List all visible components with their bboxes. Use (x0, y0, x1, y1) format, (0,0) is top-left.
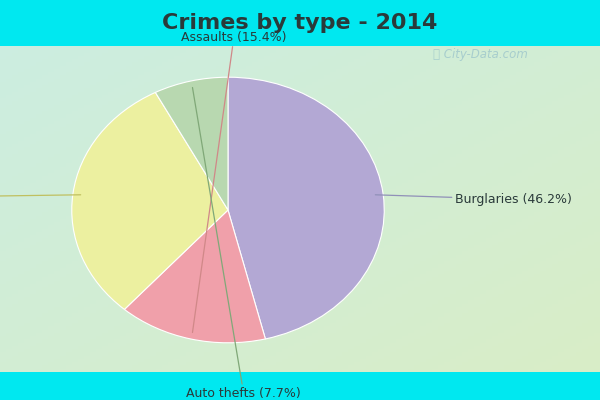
Text: Auto thefts (7.7%): Auto thefts (7.7%) (186, 88, 301, 400)
Text: Thefts (30.8%): Thefts (30.8%) (0, 190, 80, 203)
Text: Assaults (15.4%): Assaults (15.4%) (181, 31, 287, 332)
Text: ⓘ City-Data.com: ⓘ City-Data.com (433, 48, 528, 61)
Wedge shape (228, 77, 384, 339)
Wedge shape (124, 210, 265, 343)
Wedge shape (155, 77, 228, 210)
Wedge shape (72, 92, 228, 310)
Text: Burglaries (46.2%): Burglaries (46.2%) (376, 193, 571, 206)
Text: Crimes by type - 2014: Crimes by type - 2014 (163, 13, 437, 33)
